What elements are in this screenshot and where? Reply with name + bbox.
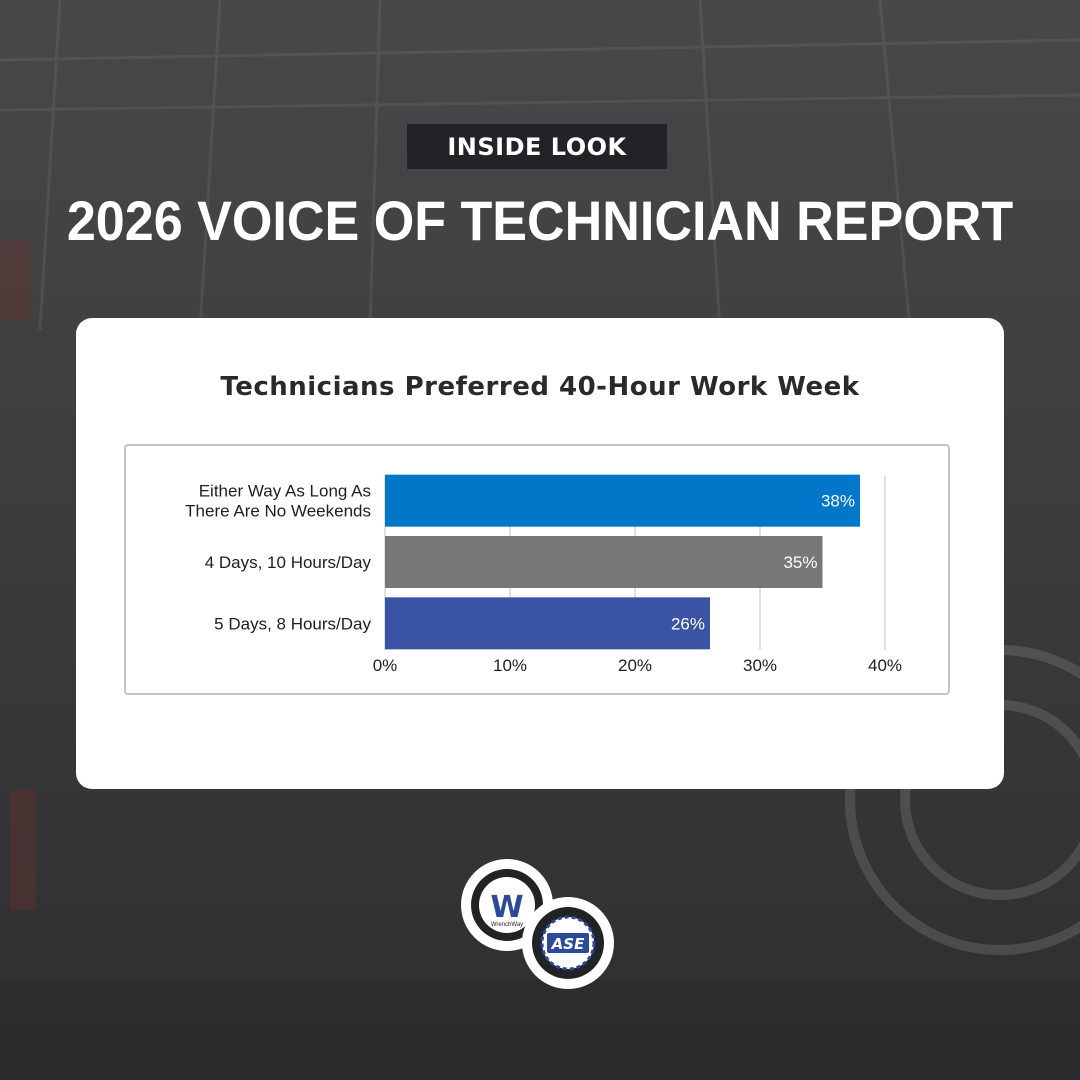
x-tick-label-2: 20% (618, 656, 652, 675)
data-label-1: 35% (783, 553, 817, 572)
category-label-line: Either Way As Long As (199, 482, 371, 501)
x-tick-label-1: 10% (493, 656, 527, 675)
category-label-line: 4 Days, 10 Hours/Day (205, 553, 372, 572)
inside-look-badge: INSIDE LOOK (407, 124, 667, 169)
category-label-2: 5 Days, 8 Hours/Day (214, 614, 371, 633)
bar-1 (385, 536, 823, 588)
chart-frame (124, 444, 950, 695)
x-tick-label-0: 0% (373, 656, 398, 675)
chart-title: Technicians Preferred 40-Hour Work Week (220, 372, 860, 402)
category-label-line: 5 Days, 8 Hours/Day (214, 614, 371, 633)
category-label-1: 4 Days, 10 Hours/Day (205, 553, 372, 572)
category-label-0: Either Way As Long As There Are No Weeken… (185, 482, 371, 521)
bar-2 (385, 597, 710, 650)
page-headline: 2026 VOICE OF TECHNICIAN REPORT (66, 189, 1014, 252)
x-tick-label-4: 40% (868, 656, 902, 675)
x-tick-label-3: 30% (743, 656, 777, 675)
data-label-2: 26% (671, 614, 705, 633)
category-label-line: There Are No Weekends (185, 502, 371, 521)
data-label-0: 38% (821, 492, 855, 511)
bar-0 (385, 474, 860, 527)
